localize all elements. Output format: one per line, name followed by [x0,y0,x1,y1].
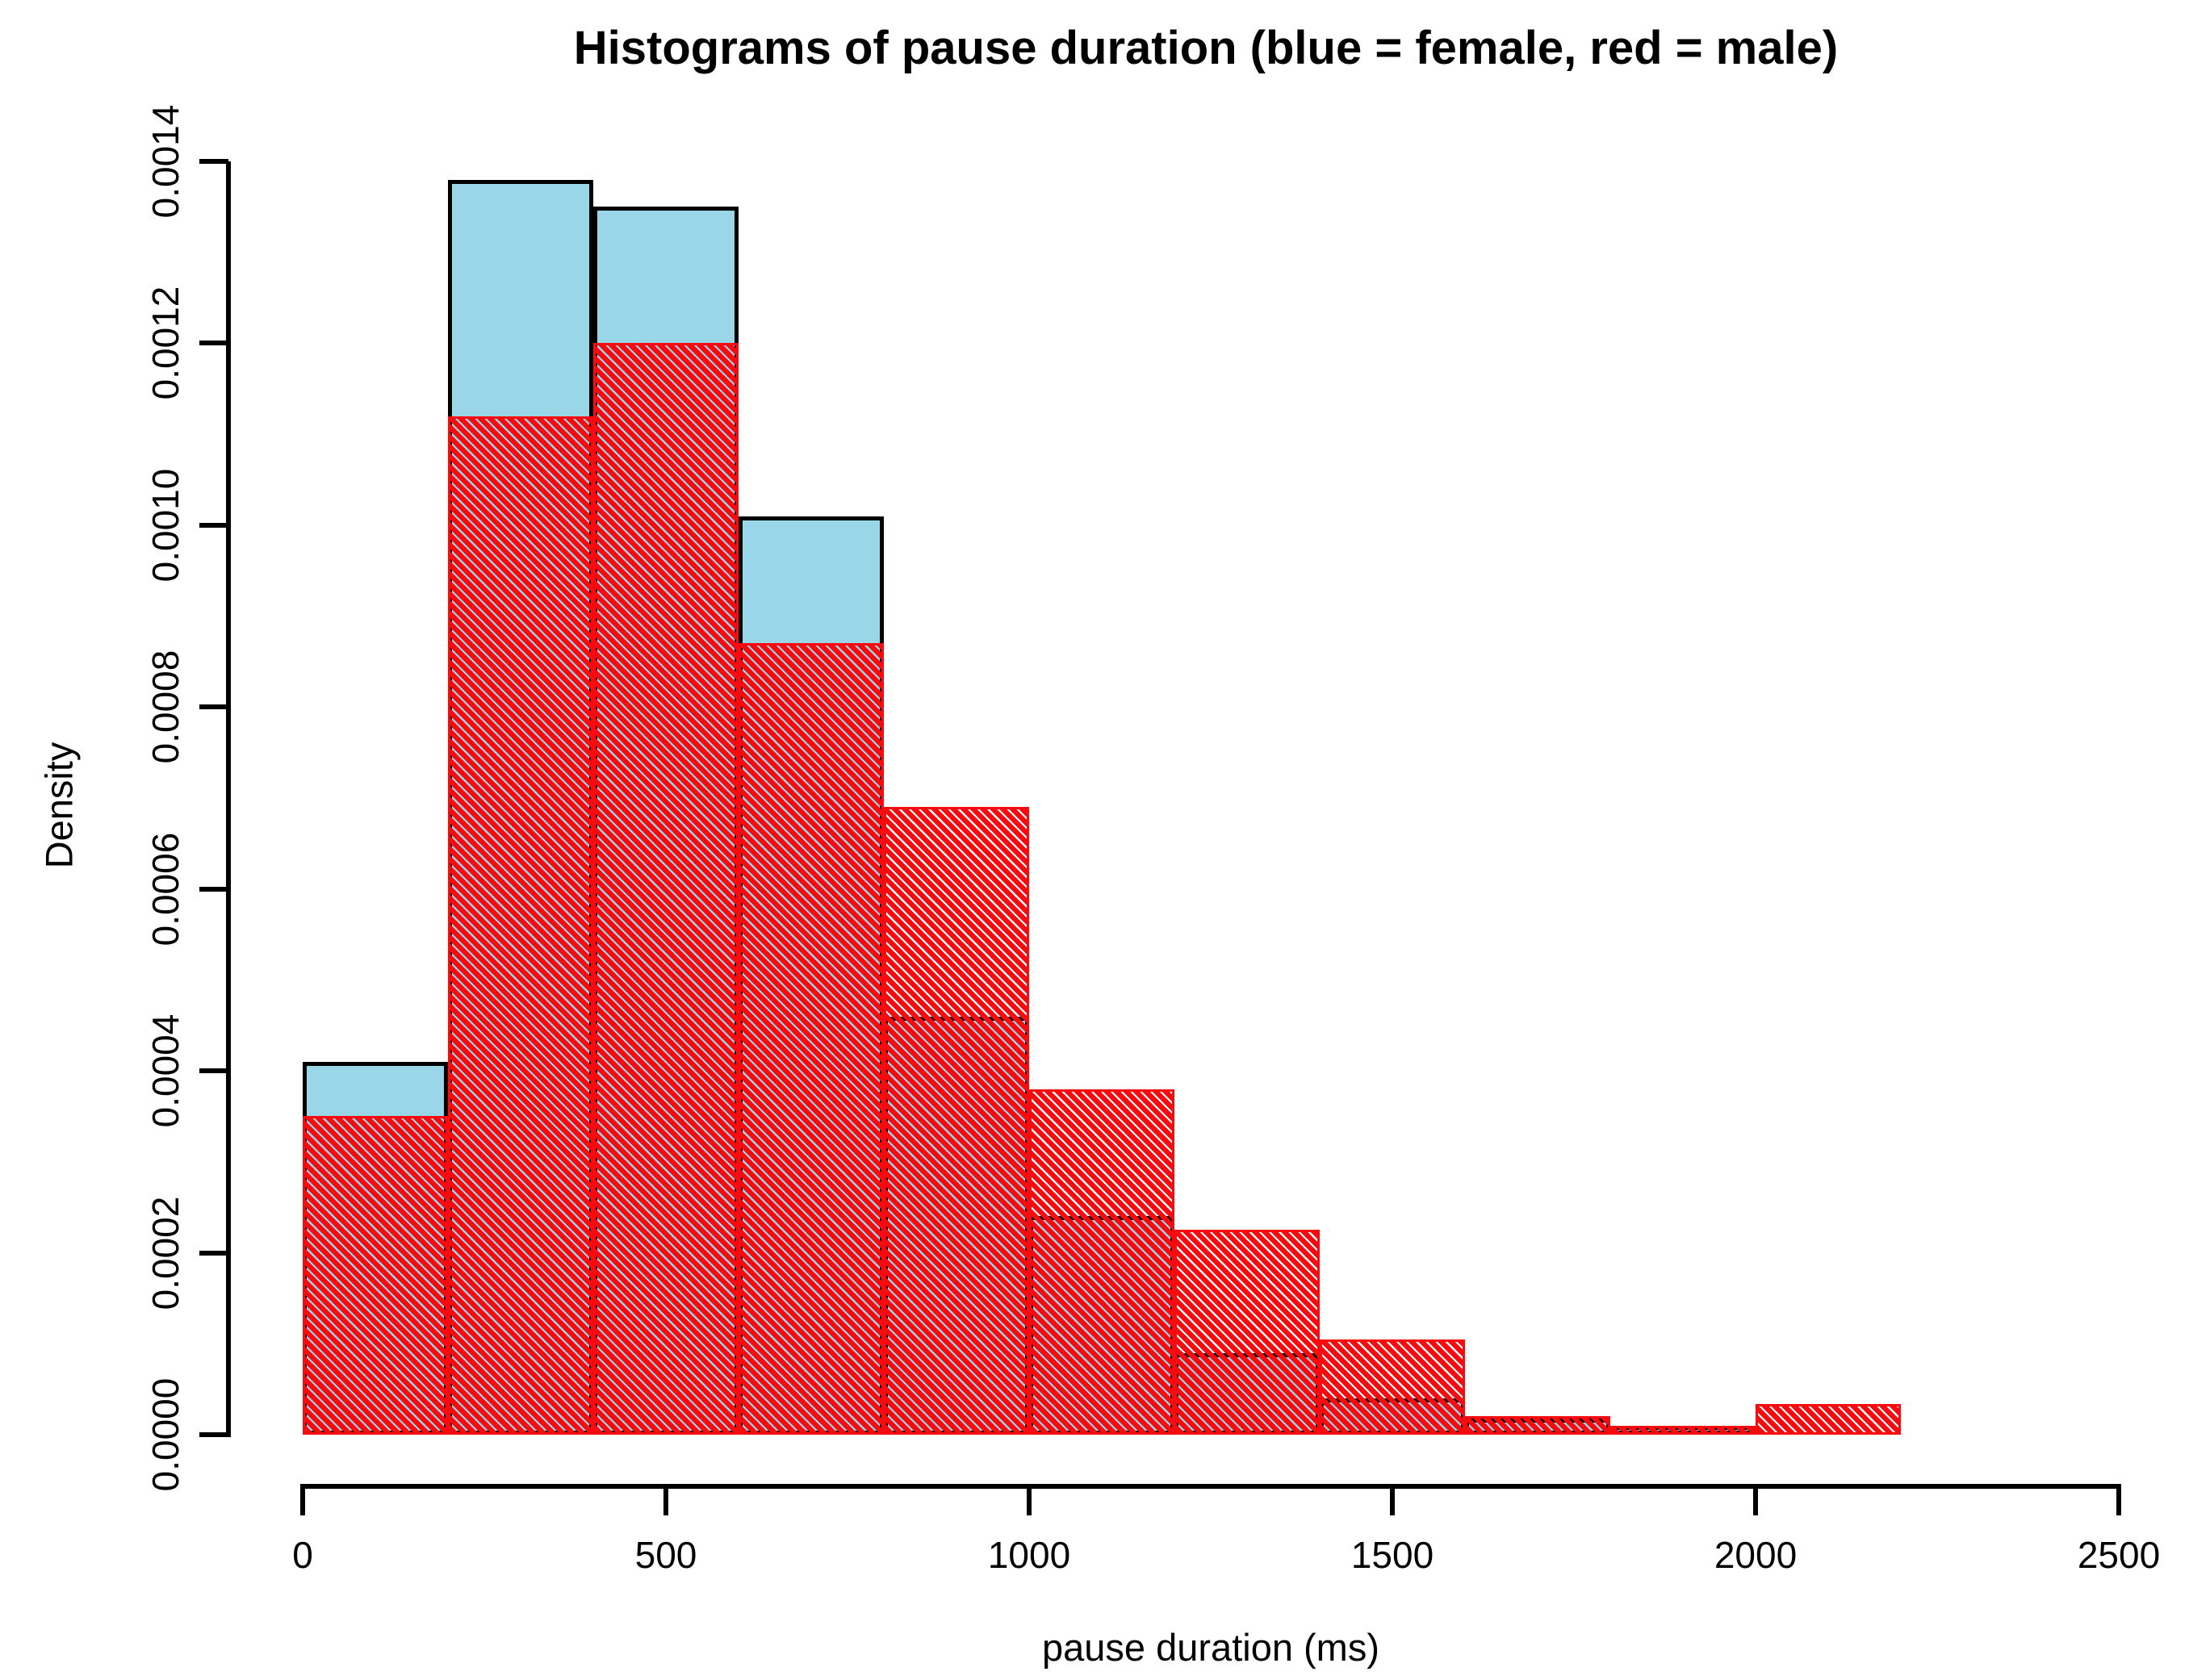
male-bar-1200-1400ms [1174,1230,1320,1435]
x-tick-label-0: 0 [292,1534,313,1576]
y-tick-label-0.0014: 0.0014 [144,104,186,219]
male-bar-1600-1800ms [1465,1416,1610,1435]
male-bar-800-1000ms [884,807,1029,1435]
y-tick-label-0.0008: 0.0008 [144,650,186,764]
y-axis-line [226,161,231,1437]
male-bar-1000-1200ms [1029,1089,1174,1435]
y-tick-0.0012 [199,341,228,345]
y-tick-0.0000 [199,1432,228,1437]
y-tick-label-0.0002: 0.0002 [144,1196,186,1310]
chart-title: Histograms of pause duration (blue = fem… [573,22,1839,74]
x-axis-line [300,1484,2121,1489]
x-tick-2000 [1753,1489,1758,1515]
male-bar-0-200ms [303,1116,448,1435]
y-tick-0.0014 [199,159,228,164]
male-bar-600-800ms [739,643,884,1435]
male-bar-2000-2200ms [1756,1404,1901,1435]
y-tick-0.0002 [199,1251,228,1256]
x-tick-label-1500: 1500 [1350,1534,1434,1576]
y-tick-label-0.0010: 0.0010 [144,468,186,583]
x-tick-label-2000: 2000 [1714,1534,1798,1576]
y-tick-0.0008 [199,704,228,709]
x-tick-0 [300,1489,305,1515]
x-tick-label-1000: 1000 [987,1534,1071,1576]
male-bar-400-600ms [593,343,739,1435]
x-tick-1500 [1390,1489,1395,1515]
male-bar-1400-1600ms [1320,1339,1465,1435]
y-tick-0.0006 [199,887,228,892]
x-tick-1000 [1027,1489,1032,1515]
x-tick-2500 [2116,1489,2121,1515]
y-tick-0.0004 [199,1068,228,1073]
y-tick-0.0010 [199,523,228,528]
y-tick-label-0.0000: 0.0000 [144,1377,186,1492]
y-tick-label-0.0006: 0.0006 [144,832,186,947]
x-axis-title: pause duration (ms) [1042,1626,1379,1669]
x-tick-label-2500: 2500 [2077,1534,2161,1576]
y-tick-label-0.0012: 0.0012 [144,286,186,400]
male-bar-200-400ms [448,416,593,1435]
male-bar-1800-2000ms [1610,1426,1756,1435]
y-tick-label-0.0004: 0.0004 [144,1013,186,1128]
x-tick-500 [663,1489,668,1515]
y-axis-title: Density [37,742,81,869]
x-tick-label-500: 500 [634,1534,697,1576]
